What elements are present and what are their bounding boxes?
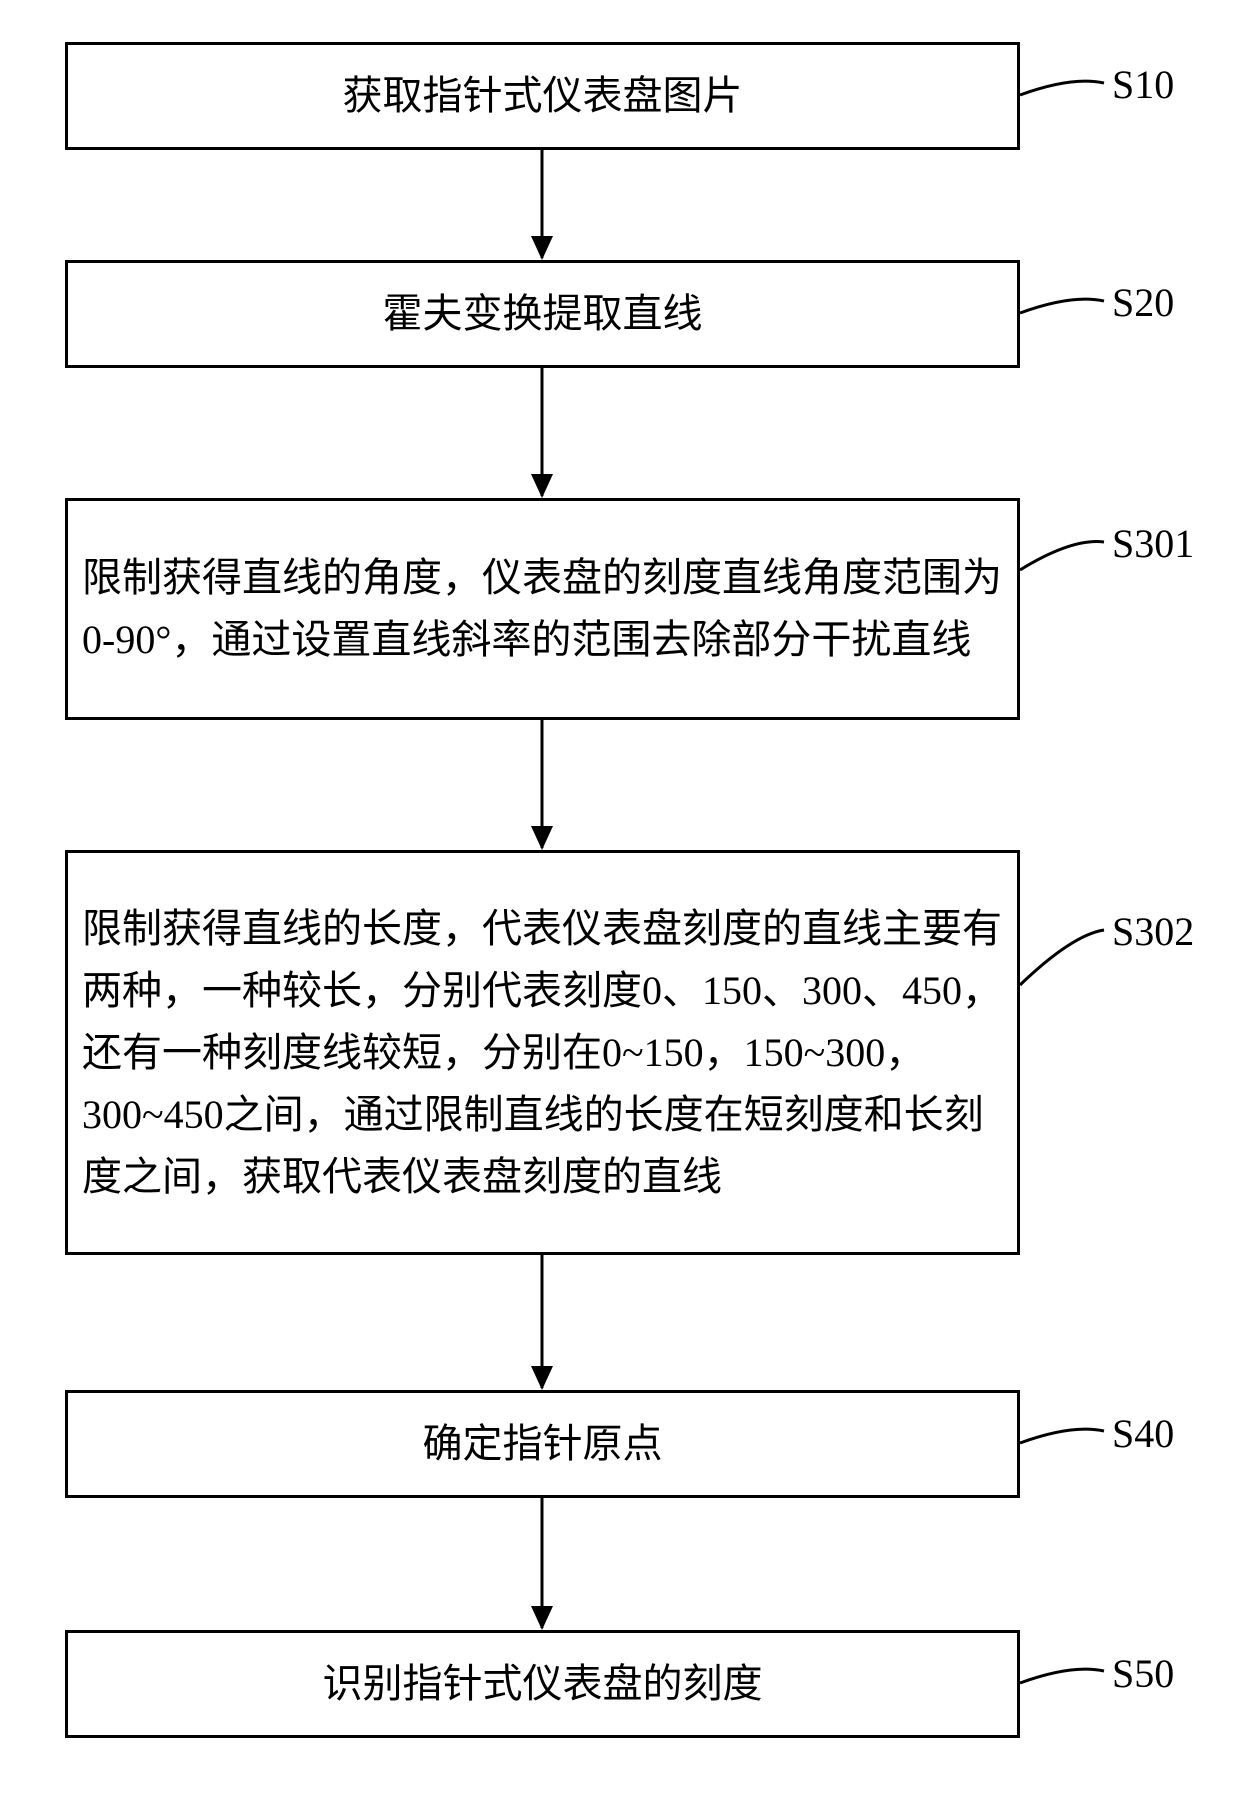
flow-node-text: 获取指针式仪表盘图片: [78, 65, 1007, 127]
flow-node-text: 识别指针式仪表盘的刻度: [78, 1653, 1007, 1715]
flow-node-s301: 限制获得直线的角度，仪表盘的刻度直线角度范围为0-90°，通过设置直线斜率的范围…: [65, 498, 1020, 720]
label-connector-s10: [1020, 81, 1104, 95]
step-label-s301: S301: [1112, 520, 1194, 567]
flow-node-s302: 限制获得直线的长度，代表仪表盘刻度的直线主要有两种，一种较长，分别代表刻度0、1…: [65, 850, 1020, 1255]
label-connector-s50: [1020, 1669, 1104, 1683]
step-label-s10: S10: [1112, 61, 1174, 108]
label-connector-s40: [1020, 1429, 1104, 1443]
label-connector-s302: [1020, 930, 1104, 985]
label-connector-s20: [1020, 299, 1104, 313]
step-label-s50: S50: [1112, 1650, 1174, 1697]
label-connector-s301: [1020, 542, 1104, 570]
flow-node-s50: 识别指针式仪表盘的刻度: [65, 1630, 1020, 1738]
flowchart-canvas: 获取指针式仪表盘图片 S10 霍夫变换提取直线 S20 限制获得直线的角度，仪表盘的刻度…: [0, 0, 1240, 1797]
flow-node-text: 限制获得直线的角度，仪表盘的刻度直线角度范围为0-90°，通过设置直线斜率的范围…: [82, 547, 1003, 671]
flow-node-s20: 霍夫变换提取直线: [65, 260, 1020, 368]
step-label-s40: S40: [1112, 1410, 1174, 1457]
flow-node-text: 霍夫变换提取直线: [78, 283, 1007, 345]
step-label-s20: S20: [1112, 279, 1174, 326]
flow-node-text: 确定指针原点: [78, 1413, 1007, 1475]
step-label-s302: S302: [1112, 908, 1194, 955]
flow-node-s40: 确定指针原点: [65, 1390, 1020, 1498]
flow-node-text: 限制获得直线的长度，代表仪表盘刻度的直线主要有两种，一种较长，分别代表刻度0、1…: [82, 898, 1003, 1208]
flow-node-s10: 获取指针式仪表盘图片: [65, 42, 1020, 150]
